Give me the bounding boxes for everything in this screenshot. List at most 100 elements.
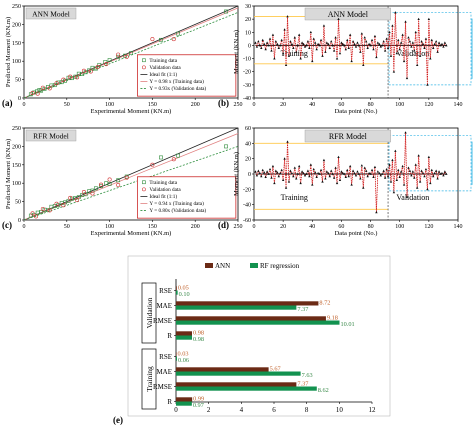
legend-label: Validation data bbox=[149, 187, 181, 193]
error-point bbox=[394, 11, 397, 14]
error-point bbox=[257, 169, 260, 172]
error-point bbox=[312, 37, 315, 40]
y-tick-label: 60 bbox=[245, 126, 251, 132]
x-tick-label: 200 bbox=[191, 102, 200, 108]
error-series-line bbox=[255, 132, 447, 213]
bar-value-label-rf: 0.10 bbox=[179, 291, 190, 298]
category-label: MAE bbox=[156, 302, 172, 310]
y-tick-label: 0 bbox=[18, 96, 21, 102]
error-point bbox=[408, 169, 412, 172]
x-tick-label: 100 bbox=[395, 224, 404, 230]
x-tick-label: 20 bbox=[280, 102, 286, 108]
error-point bbox=[334, 166, 337, 169]
training-point bbox=[159, 37, 163, 42]
error-point bbox=[255, 45, 259, 48]
error-point bbox=[405, 195, 409, 198]
error-point bbox=[437, 41, 441, 44]
error-point bbox=[325, 41, 329, 44]
error-point bbox=[399, 41, 403, 44]
error-point bbox=[360, 164, 364, 167]
error-point bbox=[334, 36, 337, 39]
bar-ann bbox=[176, 331, 193, 336]
error-point bbox=[322, 24, 326, 27]
x-tick-label: 80 bbox=[368, 102, 374, 108]
error-point bbox=[260, 46, 263, 49]
legend-box bbox=[137, 176, 237, 219]
error-point bbox=[341, 171, 345, 175]
validation-point bbox=[75, 75, 80, 80]
validation-point bbox=[40, 85, 45, 90]
legend-label: Ideal fit (1:1) bbox=[149, 193, 177, 200]
y-tick-label: -40 bbox=[243, 96, 251, 102]
error-point bbox=[383, 176, 387, 179]
error-point bbox=[280, 38, 283, 42]
error-point bbox=[283, 157, 286, 160]
error-point bbox=[277, 174, 280, 178]
error-point bbox=[280, 168, 283, 172]
legend-swatch bbox=[142, 58, 146, 63]
error-point bbox=[359, 177, 362, 180]
error-point bbox=[268, 168, 272, 171]
error-point bbox=[369, 172, 372, 175]
legend-box bbox=[137, 54, 237, 97]
x-tick-label: 250 bbox=[234, 224, 243, 230]
error-point bbox=[302, 171, 305, 175]
error-point bbox=[408, 40, 412, 43]
training-point bbox=[107, 58, 112, 62]
error-point bbox=[385, 168, 388, 171]
y-tick-label: 100 bbox=[12, 59, 21, 65]
error-point bbox=[392, 70, 396, 73]
training-point bbox=[46, 208, 50, 212]
error-point bbox=[440, 171, 444, 175]
y-tick-label: 100 bbox=[12, 181, 21, 187]
chart-title: ANN Model bbox=[32, 10, 70, 19]
error-point bbox=[376, 41, 380, 44]
chart-title: ANN Model bbox=[328, 10, 369, 19]
x-tick-label: 20 bbox=[280, 224, 286, 230]
x-tick-label: 50 bbox=[64, 102, 70, 108]
error-point bbox=[293, 166, 296, 169]
error-point bbox=[284, 186, 288, 189]
error-point bbox=[330, 40, 333, 43]
training-point bbox=[116, 54, 121, 59]
y-tick-label: 0 bbox=[248, 172, 251, 178]
validation-point bbox=[33, 214, 38, 219]
error-point bbox=[290, 42, 294, 46]
validation-point bbox=[47, 208, 52, 213]
error-point bbox=[289, 40, 292, 43]
error-point bbox=[274, 40, 278, 43]
validation-point bbox=[35, 91, 40, 96]
error-series-line bbox=[255, 12, 447, 85]
error-point bbox=[297, 164, 301, 168]
bar-value-label-ann: 0.99 bbox=[193, 396, 204, 403]
error-point bbox=[312, 168, 315, 171]
error-point bbox=[328, 46, 331, 49]
validation-point bbox=[75, 198, 80, 203]
validation-box bbox=[388, 135, 472, 192]
training-point bbox=[39, 210, 44, 214]
bar-rf bbox=[176, 356, 177, 361]
error-point bbox=[410, 45, 413, 48]
error-point bbox=[267, 44, 270, 47]
x-tick-label: 12 bbox=[369, 406, 377, 414]
y-tick-label: 250 bbox=[12, 4, 21, 10]
x-tick-label: 0 bbox=[253, 102, 256, 108]
error-point bbox=[417, 17, 420, 21]
bar-rf bbox=[176, 335, 193, 340]
validation-point bbox=[61, 77, 66, 82]
x-tick-label: 10 bbox=[336, 406, 344, 414]
error-point bbox=[257, 40, 260, 43]
error-point bbox=[324, 177, 327, 180]
error-point bbox=[296, 172, 299, 175]
error-point bbox=[305, 44, 308, 47]
error-point bbox=[430, 168, 433, 172]
y-tick-label: 200 bbox=[12, 144, 21, 150]
validation-point bbox=[171, 157, 176, 162]
training-point bbox=[107, 182, 112, 186]
error-point bbox=[325, 170, 329, 173]
error-point bbox=[350, 59, 353, 63]
validation-point bbox=[99, 182, 104, 187]
error-point bbox=[271, 33, 275, 36]
category-label: RMSE bbox=[153, 383, 172, 391]
